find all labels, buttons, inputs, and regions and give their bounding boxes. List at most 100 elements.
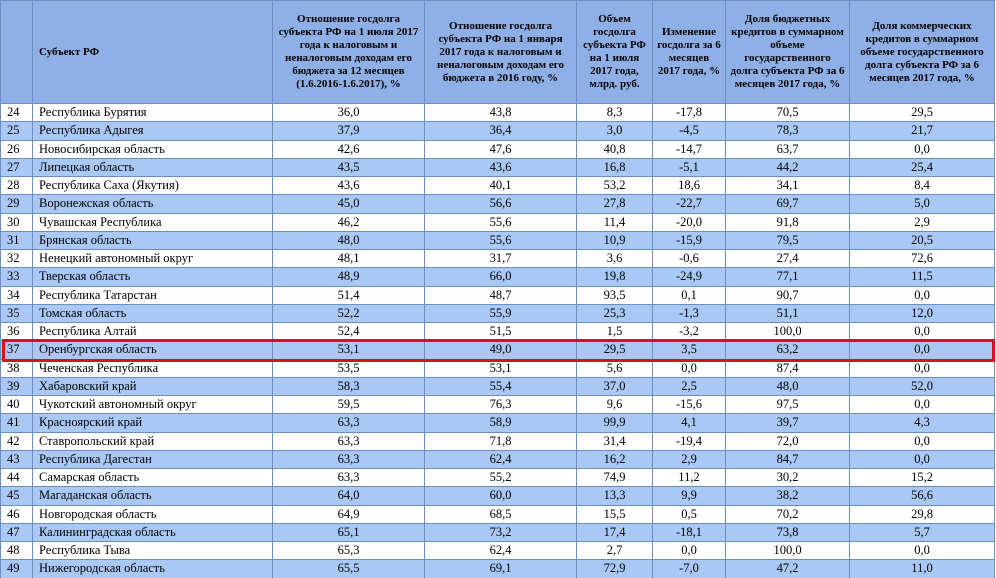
budget-credits-share-cell: 84,7 xyxy=(725,449,850,470)
commercial-credits-share-cell: 20,5 xyxy=(849,230,995,251)
row-number-cell: 48 xyxy=(0,540,33,561)
budget-credits-share-cell: 48,0 xyxy=(725,376,850,397)
subject-name-cell: Республика Адыгея xyxy=(32,121,273,141)
table-row: 46 Новгородская область 64,9 68,5 15,5 0,5 70,… xyxy=(0,504,995,524)
subject-name-cell: Чукотский автономный округ xyxy=(32,394,273,415)
debt-change-cell: -14,7 xyxy=(652,139,726,159)
table-row: 25 Республика Адыгея 37,9 36,4 3,0 -4,5 78,3 21… xyxy=(0,121,995,141)
debt-ratio-january-cell: 43,6 xyxy=(424,157,577,178)
debt-change-cell: -7,0 xyxy=(652,559,726,578)
row-number-cell: 30 xyxy=(0,212,33,232)
debt-volume-cell: 16,2 xyxy=(576,449,653,470)
header-debt-ratio-january: Отношение госдолга субъекта РФ на 1 янва… xyxy=(424,0,577,104)
subject-name-cell: Республика Алтай xyxy=(32,321,273,342)
row-number-cell: 32 xyxy=(0,248,33,269)
debt-volume-cell: 3,6 xyxy=(576,248,653,269)
debt-volume-cell: 1,5 xyxy=(576,321,653,342)
debt-ratio-july-cell: 45,0 xyxy=(272,194,425,214)
subject-name-cell: Тверская область xyxy=(32,267,273,287)
debt-volume-cell: 74,9 xyxy=(576,467,653,488)
commercial-credits-share-cell: 5,7 xyxy=(849,522,995,543)
debt-ratio-january-cell: 47,6 xyxy=(424,139,577,159)
budget-credits-share-cell: 77,1 xyxy=(725,267,850,287)
subject-name-cell: Ненецкий автономный округ xyxy=(32,248,273,269)
debt-change-cell: -20,0 xyxy=(652,212,726,232)
debt-volume-cell: 8,3 xyxy=(576,102,653,123)
header-number xyxy=(0,0,33,104)
debt-ratio-january-cell: 76,3 xyxy=(424,394,577,415)
debt-change-cell: 2,5 xyxy=(652,376,726,397)
row-number-cell: 25 xyxy=(0,121,33,141)
debt-ratio-january-cell: 73,2 xyxy=(424,522,577,543)
budget-credits-share-cell: 47,2 xyxy=(725,559,850,578)
header-debt-ratio-july: Отношение госдолга субъекта РФ на 1 июля… xyxy=(272,0,425,104)
row-number-cell: 37 xyxy=(0,340,33,360)
row-number-cell: 42 xyxy=(0,431,33,451)
debt-ratio-july-cell: 46,2 xyxy=(272,212,425,232)
debt-ratio-july-cell: 48,9 xyxy=(272,267,425,287)
row-number-cell: 47 xyxy=(0,522,33,543)
budget-credits-share-cell: 100,0 xyxy=(725,321,850,342)
budget-credits-share-cell: 70,5 xyxy=(725,102,850,123)
debt-ratio-january-cell: 53,1 xyxy=(424,358,577,378)
table-row: 45 Магаданская область 64,0 60,0 13,3 9,9 38,2… xyxy=(0,486,995,506)
debt-ratio-july-cell: 65,3 xyxy=(272,540,425,561)
table-row: 37 Оренбургская область 53,1 49,0 29,5 3,5 63,… xyxy=(0,340,995,360)
subject-name-cell: Республика Татарстан xyxy=(32,285,273,305)
table-row: 28 Республика Саха (Якутия) 43,6 40,1 53,2 18… xyxy=(0,175,995,196)
debt-change-cell: 9,9 xyxy=(652,486,726,506)
debt-ratio-january-cell: 55,4 xyxy=(424,376,577,397)
subject-name-cell: Воронежская область xyxy=(32,194,273,214)
budget-credits-share-cell: 34,1 xyxy=(725,175,850,196)
debt-ratio-january-cell: 31,7 xyxy=(424,248,577,269)
debt-volume-cell: 16,8 xyxy=(576,157,653,178)
table-row: 40 Чукотский автономный округ 59,5 76,3 9,6-… xyxy=(0,394,995,415)
budget-credits-share-cell: 97,5 xyxy=(725,394,850,415)
subject-name-cell: Республика Тыва xyxy=(32,540,273,561)
commercial-credits-share-cell: 56,6 xyxy=(849,486,995,506)
debt-change-cell: -15,6 xyxy=(652,394,726,415)
commercial-credits-share-cell: 2,9 xyxy=(849,212,995,232)
subject-name-cell: Томская область xyxy=(32,303,273,324)
header-debt-change: Изменение госдолга за 6 месяцев 2017 год… xyxy=(652,0,726,104)
debt-change-cell: -15,9 xyxy=(652,230,726,251)
table-row: 30 Чувашская Республика 46,2 55,6 11,4 -20,0 9… xyxy=(0,212,995,232)
commercial-credits-share-cell: 5,0 xyxy=(849,194,995,214)
debt-ratio-january-cell: 36,4 xyxy=(424,121,577,141)
commercial-credits-share-cell: 0,0 xyxy=(849,540,995,561)
debt-ratio-july-cell: 64,9 xyxy=(272,504,425,524)
budget-credits-share-cell: 30,2 xyxy=(725,467,850,488)
debt-change-cell: -5,1 xyxy=(652,157,726,178)
debt-ratio-january-cell: 55,6 xyxy=(424,230,577,251)
debt-ratio-january-cell: 55,6 xyxy=(424,212,577,232)
subject-name-cell: Хабаровский край xyxy=(32,376,273,397)
table-row: 27 Липецкая область 43,5 43,6 16,8 -5,1 44,2 25… xyxy=(0,157,995,178)
table-row: 41 Красноярский край 63,3 58,9 99,9 4,1 39,7 4,… xyxy=(0,413,995,433)
row-number-cell: 35 xyxy=(0,303,33,324)
debt-ratio-july-cell: 43,6 xyxy=(272,175,425,196)
row-number-cell: 49 xyxy=(0,559,33,578)
subject-name-cell: Красноярский край xyxy=(32,413,273,433)
subject-name-cell: Брянская область xyxy=(32,230,273,251)
debt-ratio-july-cell: 37,9 xyxy=(272,121,425,141)
subject-name-cell: Оренбургская область xyxy=(32,340,273,360)
budget-credits-share-cell: 100,0 xyxy=(725,540,850,561)
budget-credits-share-cell: 90,7 xyxy=(725,285,850,305)
commercial-credits-share-cell: 0,0 xyxy=(849,431,995,451)
row-number-cell: 26 xyxy=(0,139,33,159)
debt-change-cell: 0,1 xyxy=(652,285,726,305)
table-row: 38 Чеченская Республика 53,5 53,1 5,6 0,0 87,4… xyxy=(0,358,995,378)
budget-credits-share-cell: 79,5 xyxy=(725,230,850,251)
debt-ratio-july-cell: 59,5 xyxy=(272,394,425,415)
debt-volume-cell: 11,4 xyxy=(576,212,653,232)
row-number-cell: 34 xyxy=(0,285,33,305)
debt-ratio-january-cell: 62,4 xyxy=(424,540,577,561)
debt-ratio-july-cell: 36,0 xyxy=(272,102,425,123)
commercial-credits-share-cell: 0,0 xyxy=(849,394,995,415)
debt-ratio-january-cell: 60,0 xyxy=(424,486,577,506)
commercial-credits-share-cell: 0,0 xyxy=(849,321,995,342)
commercial-credits-share-cell: 72,6 xyxy=(849,248,995,269)
table-header-row: Субъект РФ Отношение госдолга субъекта Р… xyxy=(0,0,995,104)
commercial-credits-share-cell: 11,5 xyxy=(849,267,995,287)
debt-volume-cell: 19,8 xyxy=(576,267,653,287)
